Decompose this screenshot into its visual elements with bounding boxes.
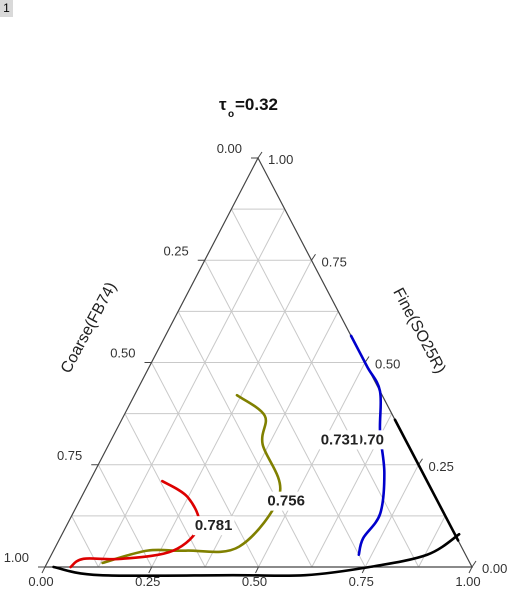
- bottom-tick-label: 0.00: [28, 574, 53, 589]
- title-symbol: τ: [219, 95, 227, 114]
- bottom-tick-mark: [255, 566, 259, 574]
- grid-line: [177, 311, 313, 568]
- contour-labels: 0.700.731 0.756 0.781: [192, 430, 386, 536]
- bottom-tick-label: 0.50: [242, 574, 267, 589]
- grid-line: [230, 208, 420, 568]
- bottom-tick-mark: [468, 566, 473, 574]
- bottom-tick-label: 1.00: [455, 574, 480, 589]
- corner-tag: 1: [0, 0, 13, 17]
- bottom-tick-mark: [148, 566, 153, 574]
- grid-line: [204, 260, 366, 568]
- left-axis-title: Coarse(FB74): [58, 280, 120, 377]
- left-tick-label: 0.00: [217, 141, 242, 156]
- contour-label-backing: [192, 516, 235, 536]
- grid-lines: [71, 208, 446, 568]
- left-tick-label: 1.00: [4, 550, 29, 565]
- right-tick-mark: [311, 253, 316, 261]
- contour-line: [101, 393, 282, 565]
- contour-label: 0.731: [321, 431, 359, 448]
- title-subscript: o: [228, 109, 234, 120]
- right-tick-label: 0.75: [322, 254, 347, 269]
- grid-line: [124, 413, 206, 568]
- title-value: =0.32: [235, 95, 278, 114]
- contour-label-backing: [318, 430, 361, 450]
- tick-labels: 0.00 0.25 0.50 0.75 1.000.000.250.500.751.00…: [4, 141, 508, 589]
- contour-label: 0.781: [195, 517, 233, 534]
- left-tick-label: 0.50: [110, 346, 135, 361]
- right-tick-label: 0.00: [482, 561, 507, 576]
- grid-line: [97, 208, 286, 568]
- contour-lines: [52, 334, 461, 578]
- left-tick-label: 0.25: [163, 243, 188, 258]
- right-tick-mark: [471, 560, 477, 568]
- contour-line: [393, 418, 460, 542]
- grid-line: [151, 362, 259, 568]
- right-tick-label: 1.00: [268, 152, 293, 167]
- grid-line: [418, 515, 446, 568]
- contour-label-backing: [265, 491, 307, 511]
- bottom-tick-mark: [41, 566, 46, 574]
- contour-line: [69, 479, 201, 569]
- left-tick-label: 0.75: [57, 448, 82, 463]
- right-tick-label: 0.50: [375, 357, 400, 372]
- grid-line: [97, 464, 153, 568]
- bottom-tick-label: 0.25: [135, 574, 160, 589]
- bottom-tick-label: 0.75: [349, 574, 374, 589]
- contour-line: [52, 532, 461, 578]
- contour-line: [349, 334, 386, 557]
- contour-label-backing: [352, 430, 386, 450]
- contour-label: 0.70: [355, 431, 384, 448]
- right-tick-label: 0.25: [429, 459, 454, 474]
- contour-label: 0.756: [267, 493, 305, 510]
- right-tick-mark: [257, 151, 263, 159]
